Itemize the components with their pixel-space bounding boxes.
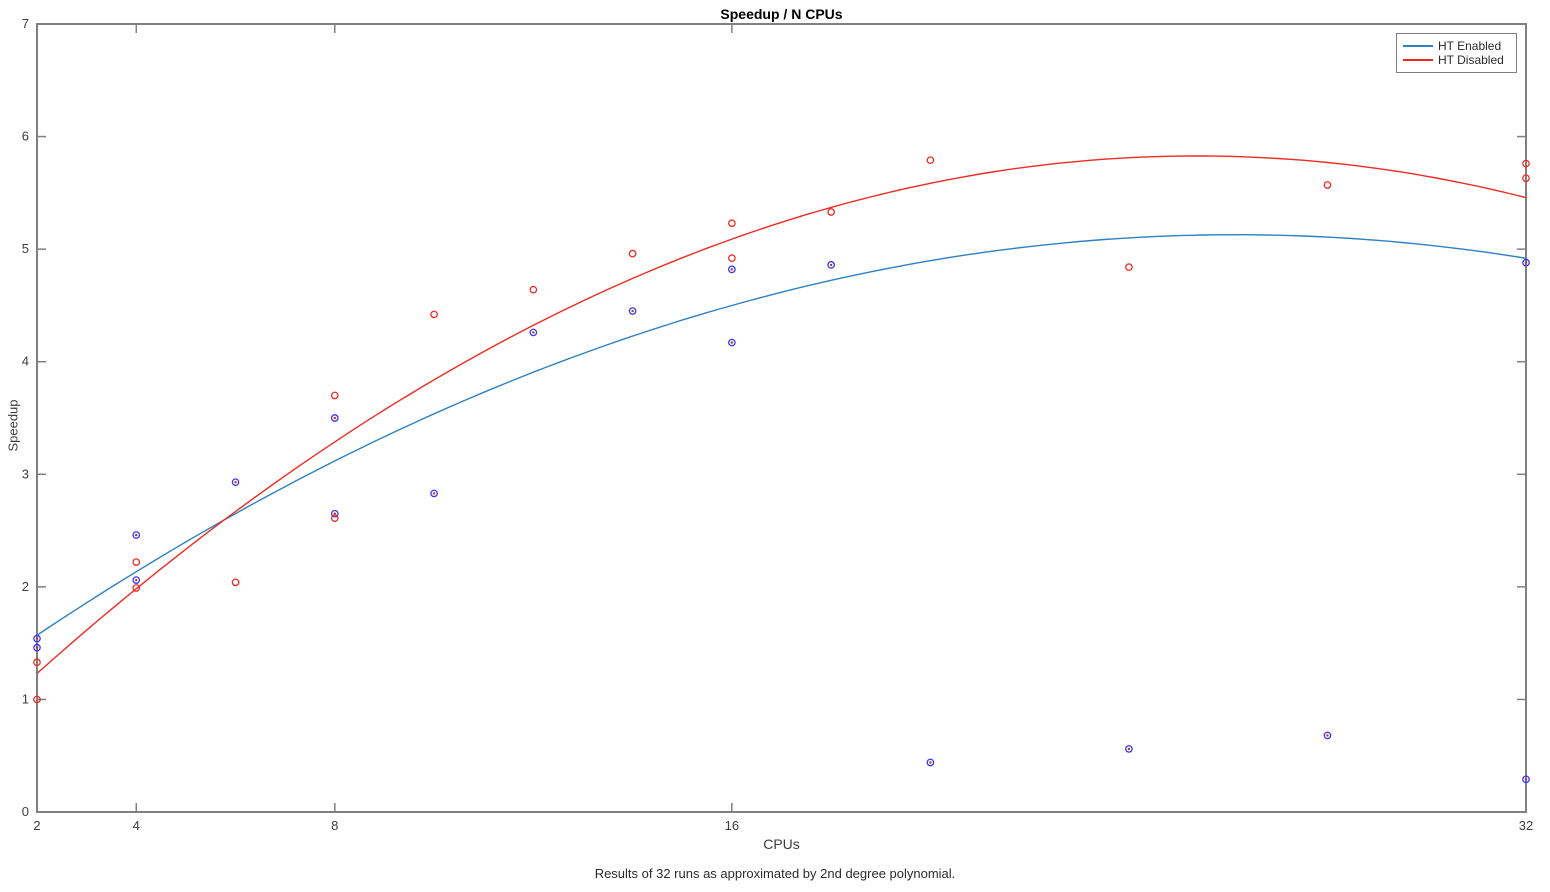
data-point-marker-ht-disabled [132,584,141,592]
data-point-center-dot [234,480,237,484]
data-point-marker-ht-disabled [628,249,637,258]
data-point-marker-ht-disabled [1125,263,1133,272]
x-tick-label: 2 [33,818,40,833]
y-axis-ticks: 0 1 2 3 4 5 6 7 [22,16,1526,819]
data-point-marker-ht-enabled [529,328,538,337]
data-point-marker-ht-enabled [231,478,240,487]
legend-label-ht-enabled: HT Enabled [1438,39,1502,53]
data-point-center-dot [1127,747,1131,751]
data-point-marker-ht-enabled [330,414,339,422]
y-tick-label: 4 [22,354,29,369]
data-point-center-dot [35,646,39,649]
data-point-center-dot [432,492,436,495]
data-point-marker-ht-disabled [330,391,339,400]
data-point-marker-ht-enabled [330,509,339,518]
y-tick-label: 2 [22,579,29,594]
axis-box [36,23,1527,813]
data-point-center-dot [532,331,535,334]
data-point-marker-ht-enabled [728,338,736,347]
data-point-center-dot [135,533,138,537]
y-tick-label: 0 [22,804,29,819]
chart-title: Speedup / N CPUs [720,6,843,22]
data-point-marker-ht-disabled [1522,174,1530,183]
y-tick-label: 7 [22,16,29,31]
data-point-marker-ht-enabled [33,643,41,652]
data-point-marker-ht-enabled [1522,258,1530,267]
data-point-marker-ht-disabled [1323,181,1332,189]
data-point-center-dot [1326,734,1329,737]
data-point-marker-ht-enabled [132,531,141,539]
data-point-marker-ht-disabled [529,285,538,294]
data-point-center-dot [929,761,932,764]
fit-curve-ht-enabled [36,233,1527,636]
fit-curves [36,155,1527,675]
data-point-marker-ht-enabled [1125,745,1133,753]
data-point-marker-ht-enabled [728,265,736,274]
data-point-marker-ht-disabled [728,254,736,262]
data-point-marker-ht-disabled [132,558,141,566]
data-point-center-dot [1524,261,1528,264]
data-point-center-dot [35,637,39,640]
data-point-marker-ht-disabled [33,695,41,704]
legend-label-ht-disabled: HT Disabled [1438,53,1504,67]
data-point-marker-ht-enabled [33,634,41,643]
data-point-marker-ht-disabled [231,578,240,587]
x-tick-label: 16 [725,818,739,833]
legend-item-ht-disabled: HT Disabled [1403,53,1510,67]
data-points [33,156,1530,784]
data-point-marker-ht-disabled [330,514,339,523]
data-point-marker-ht-disabled [728,219,736,228]
data-point-marker-ht-enabled [430,489,438,498]
x-tick-label: 4 [133,818,140,833]
data-point-marker-ht-disabled [1522,159,1530,168]
data-point-center-dot [135,578,138,582]
x-axis-label: CPUs [763,836,800,852]
legend-line-blue [1403,45,1433,47]
data-point-marker-ht-enabled [827,261,835,269]
data-point-marker-ht-enabled [926,758,935,767]
data-point-center-dot [333,512,336,515]
data-point-marker-ht-enabled [1522,775,1530,784]
y-tick-label: 5 [22,241,29,256]
data-point-marker-ht-disabled [827,208,835,216]
data-point-marker-ht-disabled [33,658,41,667]
figure-caption: Results of 32 runs as approximated by 2n… [594,866,956,881]
y-tick-label: 6 [22,129,29,144]
legend-line-red [1403,59,1433,61]
data-point-marker-ht-disabled [430,310,438,319]
data-point-center-dot [730,341,734,344]
legend: HT Enabled HT Disabled [1396,33,1517,73]
data-point-center-dot [829,263,833,267]
data-point-marker-ht-enabled [1323,731,1332,740]
x-axis-ticks: 2 4 8 16 32 [33,24,1533,833]
legend-item-ht-enabled: HT Enabled [1403,39,1510,53]
data-point-center-dot [631,309,634,313]
x-tick-label: 8 [331,818,338,833]
data-point-center-dot [333,416,336,420]
data-point-marker-ht-enabled [628,307,637,315]
data-point-center-dot [730,268,734,271]
y-tick-label: 1 [22,691,29,706]
data-point-marker-ht-enabled [132,576,141,584]
x-tick-label: 32 [1519,818,1533,833]
data-point-center-dot [1524,778,1528,781]
fit-curve-ht-disabled [36,155,1527,675]
y-tick-label: 3 [22,466,29,481]
data-point-marker-ht-disabled [926,156,935,165]
